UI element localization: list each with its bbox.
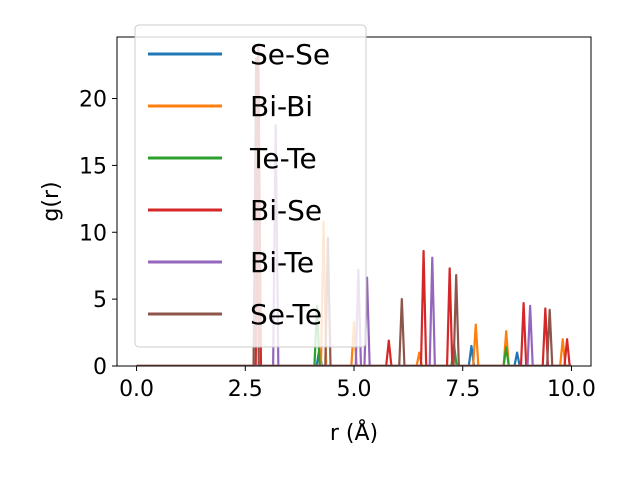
x-tick-label: 2.5	[228, 377, 263, 402]
y-axis-label: g(r)	[39, 181, 64, 221]
x-axis-label: r (Å)	[330, 419, 378, 446]
y-tick-label: 5	[93, 288, 107, 313]
legend-label-bi-se: Bi-Se	[250, 194, 322, 227]
legend-label-te-te: Te-Te	[249, 142, 317, 175]
x-axis-ticks: 0.0 2.5 5.0 7.5 10.0	[119, 366, 596, 402]
legend-label-bi-bi: Bi-Bi	[250, 90, 313, 123]
y-tick-label: 10	[79, 221, 107, 246]
legend-label-se-te: Se-Te	[250, 298, 322, 331]
y-tick-label: 20	[79, 88, 107, 113]
legend-label-bi-te: Bi-Te	[250, 246, 314, 279]
x-tick-label: 5.0	[337, 377, 372, 402]
y-tick-label: 0	[93, 355, 107, 380]
y-axis-ticks: 0 5 10 15 20	[79, 88, 117, 380]
x-tick-label: 10.0	[547, 377, 596, 402]
x-tick-label: 7.5	[445, 377, 480, 402]
x-tick-label: 0.0	[119, 377, 154, 402]
series-line-bi-se	[136, 43, 572, 366]
legend-label-se-se: Se-Se	[250, 38, 330, 71]
legend: Se-Se Bi-Bi Te-Te Bi-Se Bi-Te Se-Te	[134, 24, 367, 348]
y-tick-label: 15	[79, 154, 107, 179]
